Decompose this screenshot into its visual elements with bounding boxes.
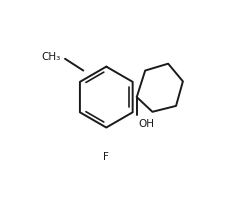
Text: OH: OH <box>139 119 155 129</box>
Text: F: F <box>103 152 109 162</box>
Text: CH₃: CH₃ <box>42 52 61 62</box>
